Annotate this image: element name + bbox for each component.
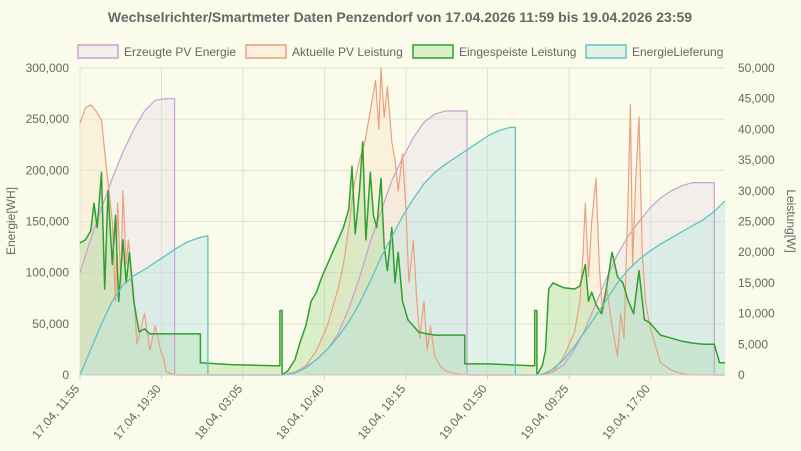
- legend-label: Aktuelle PV Leistung: [292, 45, 403, 59]
- series-area-0: [80, 98, 725, 375]
- y-right-tick-label: 5,000: [738, 337, 768, 351]
- x-tick-label: 18.04, 10:40: [273, 382, 327, 442]
- y-left-tick-label: 300,000: [26, 61, 70, 75]
- legend-swatch: [585, 44, 627, 59]
- y-right-tick-label: 10,000: [738, 307, 775, 321]
- legend-item-3[interactable]: EnergieLieferung: [585, 44, 723, 59]
- series-line-2: [79, 140, 725, 376]
- x-tick-label: 19.04, 09:25: [518, 382, 572, 442]
- x-tick-label: 17.04, 11:55: [29, 382, 82, 442]
- x-tick-label: 18.04, 18:15: [355, 382, 409, 442]
- legend-label: Erzeugte PV Energie: [124, 45, 236, 59]
- y-left-tick-label: 0: [62, 368, 69, 382]
- y-right-tick-label: 20,000: [738, 245, 775, 259]
- y-right-tick-label: 15,000: [738, 276, 775, 290]
- legend-swatch: [77, 44, 119, 59]
- y-left-tick-label: 50,000: [32, 317, 69, 331]
- y-left-tick-label: 100,000: [26, 266, 70, 280]
- x-tick-label: 19.04, 01:50: [436, 382, 490, 442]
- y-axis-left-label: Energie[WH]: [4, 187, 18, 255]
- y-right-tick-label: 30,000: [738, 184, 775, 198]
- x-tick-label: 19.04, 17:00: [599, 382, 653, 442]
- y-right-tick-label: 50,000: [738, 61, 775, 75]
- y-left-tick-label: 250,000: [26, 112, 70, 126]
- y-right-tick-label: 45,000: [738, 92, 775, 106]
- series-line-1: [79, 67, 725, 376]
- y-left-tick-label: 150,000: [26, 215, 70, 229]
- x-tick-label: 17.04, 19:30: [110, 382, 164, 442]
- legend-label: EnergieLieferung: [632, 45, 723, 59]
- y-axis-right-label: Leistung[W]: [784, 189, 798, 252]
- legend-item-2[interactable]: Eingespeiste Leistung: [412, 44, 576, 59]
- grid: [79, 67, 725, 376]
- series-line-3: [79, 126, 726, 376]
- y-right-tick-label: 0: [738, 368, 745, 382]
- legend-swatch: [412, 44, 454, 59]
- y-right-tick-label: 35,000: [738, 153, 775, 167]
- legend-item-1[interactable]: Aktuelle PV Leistung: [245, 44, 403, 59]
- series-area-1: [80, 68, 725, 375]
- y-left-tick-label: 200,000: [26, 163, 70, 177]
- series-fills: [80, 68, 725, 376]
- y-right-tick-label: 40,000: [738, 122, 775, 136]
- legend-item-0[interactable]: Erzeugte PV Energie: [77, 44, 236, 59]
- series-line-0: [79, 98, 725, 376]
- chart-title: Wechselrichter/Smartmeter Daten Penzendo…: [108, 9, 692, 25]
- x-tick-label: 18.04, 03:05: [192, 382, 246, 442]
- y-right-tick-label: 25,000: [738, 215, 775, 229]
- series-area-3: [80, 127, 725, 376]
- legend: Erzeugte PV Energie Aktuelle PV Leistung E…: [77, 44, 723, 59]
- series-lines: [79, 67, 726, 376]
- legend-swatch: [245, 44, 287, 59]
- series-area-2: [80, 141, 725, 375]
- legend-label: Eingespeiste Leistung: [459, 45, 576, 59]
